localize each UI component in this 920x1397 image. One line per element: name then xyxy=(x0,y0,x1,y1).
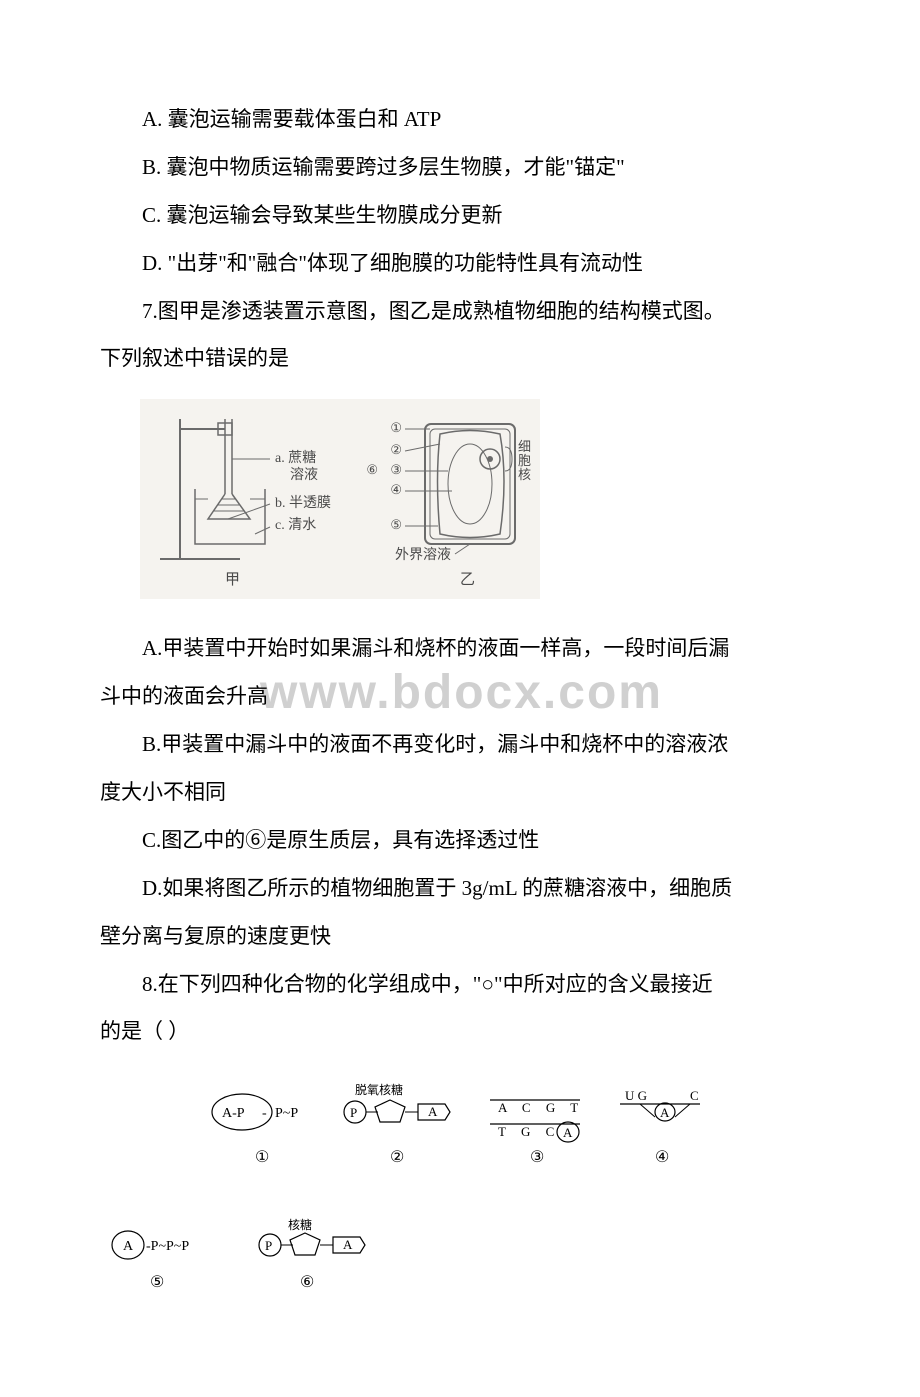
fig2-a3: A xyxy=(660,1105,670,1120)
q7-option-c: C.图乙中的⑥是原生质层，具有选择透过性 xyxy=(100,821,820,861)
q7-option-b-line2: 度大小不相同 xyxy=(100,773,820,813)
q8-figure-row1: A-P - P~P ① P 脱氧核糖 A ② A C G T T G C A ③ xyxy=(100,1082,820,1197)
fig2-ug: U G xyxy=(625,1088,647,1103)
fig1-n6: ⑥ xyxy=(366,462,378,477)
fig2-p1: P xyxy=(350,1105,357,1120)
fig2-a2: A xyxy=(563,1125,573,1140)
fig2-n2: ② xyxy=(390,1149,404,1166)
fig1-n3: ③ xyxy=(390,462,402,477)
fig2-tuoyang: 脱氧核糖 xyxy=(355,1082,403,1097)
fig2-acgt: A C G T xyxy=(498,1100,584,1115)
svg-text:C: C xyxy=(690,1088,699,1103)
q7-option-d-line2: 壁分离与复原的速度更快 xyxy=(100,917,820,957)
q8-stem-line1: 8.在下列四种化合物的化学组成中，"○"中所对应的含义最接近 xyxy=(100,965,820,1005)
q8-stem-line2: 的是（ ） xyxy=(100,1012,820,1052)
q7-stem-line1: 7.图甲是渗透装置示意图，图乙是成熟植物细胞的结构模式图。 xyxy=(100,292,820,332)
fig1-he: 核 xyxy=(518,467,531,482)
fig1-n4: ④ xyxy=(390,482,402,497)
fig1-label-c: c. 清水 xyxy=(275,517,316,533)
q6-option-b: B. 囊泡中物质运输需要跨过多层生物膜，才能"锚定" xyxy=(100,148,820,188)
svg-text:-: - xyxy=(262,1106,267,1121)
fig1-label-a: a. 蔗糖 xyxy=(275,450,316,466)
fig2-n4: ④ xyxy=(655,1149,669,1166)
q7-option-b-line1: B.甲装置中漏斗中的液面不再变化时，漏斗中和烧杯中的溶液浓 xyxy=(100,725,820,765)
fig1-label-b: b. 半透膜 xyxy=(275,495,331,511)
q6-option-a: A. 囊泡运输需要载体蛋白和 ATP xyxy=(100,100,820,140)
svg-text:T G C: T G C xyxy=(498,1124,560,1139)
fig1-xibao: 细 xyxy=(518,439,531,454)
fig2-a1: A xyxy=(428,1104,438,1119)
q7-option-a-line2: 斗中的液面会升高 xyxy=(100,677,820,717)
q7-option-a-line1: A.甲装置中开始时如果漏斗和烧杯的液面一样高，一段时间后漏 xyxy=(100,629,820,669)
fig1-yi: 乙 xyxy=(460,572,475,588)
q7-figure: a. 蔗糖 溶液 b. 半透膜 c. 清水 甲 细 胞 核 ① xyxy=(140,399,820,604)
q6-option-c: C. 囊泡运输会导致某些生物膜成分更新 xyxy=(100,196,820,236)
fig2-n3: ③ xyxy=(530,1149,544,1166)
fig1-n1: ① xyxy=(390,420,402,435)
fig1-n5: ⑤ xyxy=(390,517,402,532)
fig2-pp1: P~P xyxy=(275,1106,298,1121)
fig2-n5: ⑤ xyxy=(150,1274,164,1291)
fig1-label-a2: 溶液 xyxy=(290,467,318,483)
fig2-n1: ① xyxy=(255,1149,269,1166)
fig2-app: A-P xyxy=(222,1106,245,1121)
fig2-a6: A xyxy=(343,1237,353,1252)
fig1-n2: ② xyxy=(390,442,402,457)
q7-option-d-line1: D.如果将图乙所示的植物细胞置于 3g/mL 的蔗糖溶液中，细胞质 xyxy=(100,869,820,909)
fig2-p2: P xyxy=(265,1238,272,1253)
fig1-waijie: 外界溶液 xyxy=(395,547,451,563)
fig1-label-jia: 甲 xyxy=(225,572,240,588)
fig2-a5: A xyxy=(123,1239,134,1254)
svg-text:-P~P~P: -P~P~P xyxy=(146,1239,189,1254)
fig2-hetang: 核糖 xyxy=(288,1217,312,1232)
q7-stem-line2: 下列叙述中错误的是 xyxy=(100,339,820,379)
q6-option-d: D. "出芽"和"融合"体现了细胞膜的功能特性具有流动性 xyxy=(100,244,820,284)
q8-figure-row2: A -P~P~P ⑤ P 核糖 A ⑥ xyxy=(100,1217,820,1312)
fig2-n6: ⑥ xyxy=(300,1274,314,1291)
fig1-bao: 胞 xyxy=(518,453,531,468)
